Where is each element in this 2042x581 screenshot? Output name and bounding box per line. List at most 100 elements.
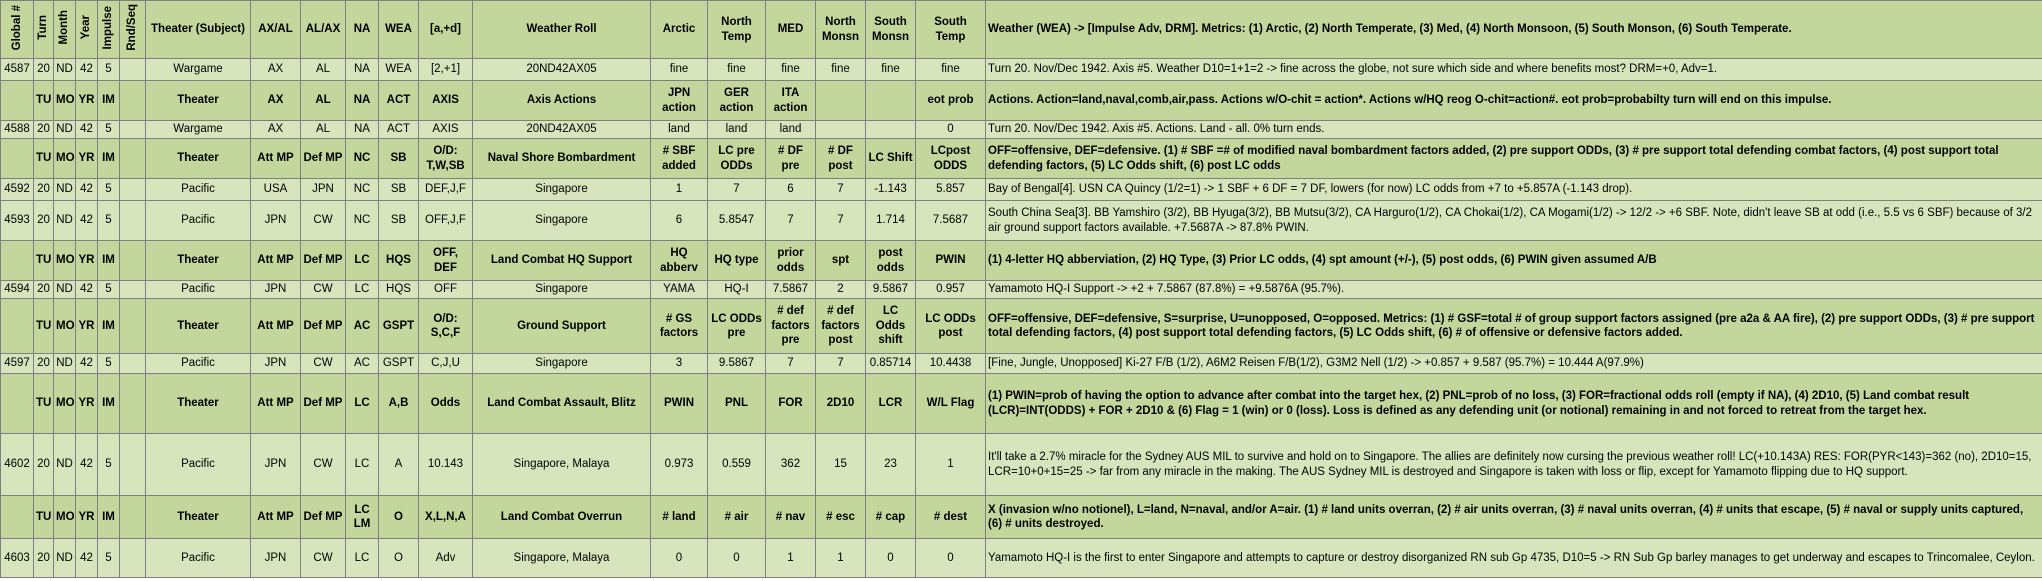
cell: 0.85714 (865, 353, 916, 374)
cell: LC pre ODDs (707, 138, 766, 179)
cell: ND (53, 120, 76, 139)
cell: Def MP (300, 298, 346, 354)
cell: CW (300, 353, 346, 374)
cell: MO (53, 298, 76, 354)
cell: TU (33, 373, 54, 434)
cell: OFF, DEF (418, 240, 473, 281)
cell: 20 (33, 178, 54, 201)
cell: ND (53, 200, 76, 241)
cell: 7.5867 (765, 280, 816, 299)
cell: Theater (145, 298, 251, 354)
cell: NA (345, 58, 379, 81)
description-cell: Yamamoto HQ-I is the first to enter Sing… (985, 538, 2042, 578)
cell: 5.857 (915, 178, 986, 201)
cell: LC LM (345, 495, 379, 539)
description-cell: Turn 20. Nov/Dec 1942. Axis #5. Actions.… (985, 120, 2042, 139)
cell (119, 353, 146, 374)
data-row: 4593 20 ND 42 5 Pacific JPN CW NC SB OFF,J,F Singap… (0, 200, 2042, 241)
cell: 42 (75, 200, 98, 241)
cell: HQS (378, 240, 419, 281)
data-row: 4602 20 ND 42 5 Pacific JPN CW LC A 10.143 Singapor… (0, 433, 2042, 496)
cell: Singapore (472, 200, 651, 241)
cell: ND (53, 178, 76, 201)
cell: 4587 (0, 58, 34, 81)
column-header: [a,+d] (418, 0, 473, 59)
cell: LC ODDs post (915, 298, 986, 354)
cell: ND (53, 353, 76, 374)
cell: 4594 (0, 280, 34, 299)
cell: YR (75, 138, 98, 179)
cell: 7 (765, 353, 816, 374)
column-header: Theater (Subject) (145, 0, 251, 59)
cell: Def MP (300, 373, 346, 434)
cell: Singapore, Malaya (472, 538, 651, 578)
cell: 20 (33, 433, 54, 496)
cell: # DF pre (765, 138, 816, 179)
cell (119, 58, 146, 81)
cell: ACT (378, 80, 419, 121)
cell: fine (815, 58, 866, 81)
section-header-row: TU MO YR IM Theater Att MP Def MP LC A,B Odds Land… (0, 373, 2042, 434)
cell: LC Shift (865, 138, 916, 179)
description-cell: It'll take a 2.7% miracle for the Sydney… (985, 433, 2042, 496)
cell: Def MP (300, 495, 346, 539)
cell: 20 (33, 538, 54, 578)
cell: LC (345, 538, 379, 578)
cell: Singapore (472, 280, 651, 299)
cell (119, 298, 146, 354)
cell: Land Combat Overrun (472, 495, 651, 539)
cell: 1 (765, 538, 816, 578)
cell: Adv (418, 538, 473, 578)
cell: LC Odds shift (865, 298, 916, 354)
cell: HQ-I (707, 280, 766, 299)
cell: 9.5867 (865, 280, 916, 299)
cell: Axis Actions (472, 80, 651, 121)
cell: HQ abberv (650, 240, 708, 281)
cell: 0.973 (650, 433, 708, 496)
cell: Naval Shore Bombardment (472, 138, 651, 179)
cell: 0 (915, 120, 986, 139)
cell: spt (815, 240, 866, 281)
cell: fine (865, 58, 916, 81)
cell: ITA action (765, 80, 816, 121)
cell: # esc (815, 495, 866, 539)
column-header: MED (765, 0, 816, 59)
cell: OFF (418, 280, 473, 299)
cell: # def factors pre (765, 298, 816, 354)
cell: 20 (33, 58, 54, 81)
cell: 0 (915, 538, 986, 578)
cell: 4588 (0, 120, 34, 139)
cell: O (378, 538, 419, 578)
cell: ND (53, 280, 76, 299)
cell: -1.143 (865, 178, 916, 201)
cell: CW (300, 538, 346, 578)
cell (119, 433, 146, 496)
cell: 2D10 (815, 373, 866, 434)
cell: HQ type (707, 240, 766, 281)
cell: LC (345, 240, 379, 281)
cell: Land Combat Assault, Blitz (472, 373, 651, 434)
cell: FOR (765, 373, 816, 434)
column-header-text: Month (58, 10, 71, 45)
cell: # land (650, 495, 708, 539)
cell: OFF,J,F (418, 200, 473, 241)
column-header: AX/AL (250, 0, 301, 59)
cell: # dest (915, 495, 986, 539)
cell: Theater (145, 373, 251, 434)
cell: CW (300, 280, 346, 299)
description-cell: [Fine, Jungle, Unopposed] Ki-27 F/B (1/2… (985, 353, 2042, 374)
cell: 42 (75, 353, 98, 374)
cell: IM (97, 138, 120, 179)
column-header-text: Impulse (102, 5, 115, 50)
cell: Pacific (145, 178, 251, 201)
cell (119, 538, 146, 578)
cell: fine (650, 58, 708, 81)
cell: [2,+1] (418, 58, 473, 81)
cell: Pacific (145, 353, 251, 374)
cell: C,J,U (418, 353, 473, 374)
cell: 20 (33, 200, 54, 241)
cell: 5 (97, 178, 120, 201)
cell (815, 120, 866, 139)
cell: # nav (765, 495, 816, 539)
cell: Pacific (145, 200, 251, 241)
